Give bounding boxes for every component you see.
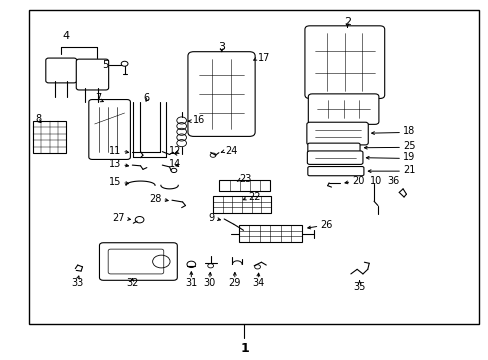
Text: 16: 16 xyxy=(192,116,204,125)
FancyBboxPatch shape xyxy=(46,58,77,83)
Text: 25: 25 xyxy=(402,141,415,151)
FancyBboxPatch shape xyxy=(307,167,363,176)
Text: 23: 23 xyxy=(239,174,251,184)
Text: 10: 10 xyxy=(369,176,382,186)
Text: 5: 5 xyxy=(102,60,108,70)
Text: 30: 30 xyxy=(203,279,215,288)
Bar xyxy=(219,180,269,192)
Text: 26: 26 xyxy=(320,220,332,230)
Text: 34: 34 xyxy=(251,279,264,288)
Text: 27: 27 xyxy=(112,213,124,223)
Text: 17: 17 xyxy=(258,53,270,63)
FancyBboxPatch shape xyxy=(89,100,130,159)
FancyBboxPatch shape xyxy=(187,52,255,136)
Text: 24: 24 xyxy=(224,145,237,156)
Text: 3: 3 xyxy=(218,42,225,52)
Text: 11: 11 xyxy=(109,145,121,156)
Bar xyxy=(33,121,66,153)
Text: 21: 21 xyxy=(402,165,415,175)
Text: 7: 7 xyxy=(95,94,102,103)
Text: 35: 35 xyxy=(353,282,365,292)
Text: 6: 6 xyxy=(143,94,150,103)
Text: 33: 33 xyxy=(71,279,83,288)
FancyBboxPatch shape xyxy=(99,243,177,280)
Text: 4: 4 xyxy=(62,31,69,41)
FancyBboxPatch shape xyxy=(305,26,384,99)
Bar xyxy=(238,225,301,242)
Text: 22: 22 xyxy=(248,192,260,202)
Text: 14: 14 xyxy=(169,159,181,169)
Text: 36: 36 xyxy=(387,176,399,186)
Text: 29: 29 xyxy=(228,279,241,288)
FancyBboxPatch shape xyxy=(76,59,108,90)
Text: 32: 32 xyxy=(126,279,138,288)
Text: 31: 31 xyxy=(185,279,197,288)
Text: 9: 9 xyxy=(208,213,214,223)
FancyBboxPatch shape xyxy=(308,94,378,124)
FancyBboxPatch shape xyxy=(307,143,359,152)
Text: 19: 19 xyxy=(402,152,414,162)
Text: 28: 28 xyxy=(149,194,161,204)
Text: 1: 1 xyxy=(240,342,248,355)
Text: 13: 13 xyxy=(109,159,121,169)
FancyBboxPatch shape xyxy=(108,249,163,274)
Text: 12: 12 xyxy=(169,145,181,156)
Text: 15: 15 xyxy=(109,177,121,187)
Bar xyxy=(29,10,478,324)
FancyBboxPatch shape xyxy=(307,151,362,165)
Bar xyxy=(213,196,270,213)
FancyBboxPatch shape xyxy=(306,122,367,145)
Text: 2: 2 xyxy=(343,17,350,27)
Text: 20: 20 xyxy=(351,176,364,186)
Text: 8: 8 xyxy=(35,114,41,124)
Text: 18: 18 xyxy=(402,126,414,136)
